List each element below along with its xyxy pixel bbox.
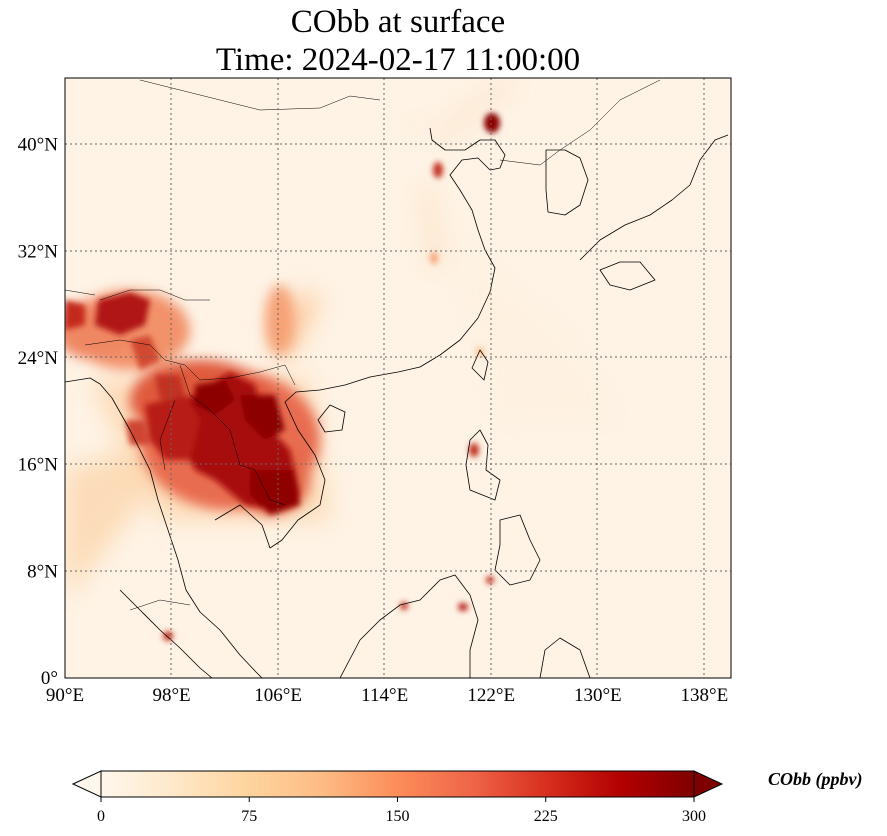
lon-tick-label: 122°E bbox=[467, 685, 515, 706]
colorbar-tick-label: 150 bbox=[386, 808, 410, 825]
lon-tick-labels: 90°E 98°E 106°E 114°E 122°E 130°E 138°E bbox=[46, 685, 728, 706]
lon-tick-label: 130°E bbox=[574, 685, 622, 706]
map-plot-area bbox=[65, 78, 731, 678]
lat-tick-label: 24°N bbox=[18, 348, 59, 369]
coastlines bbox=[65, 127, 729, 678]
colorbar-tick-label: 0 bbox=[97, 808, 105, 825]
lat-tick-label: 0° bbox=[41, 668, 58, 689]
lat-tick-label: 8°N bbox=[27, 561, 58, 582]
lon-tick-label: 98°E bbox=[152, 685, 190, 706]
colorbar-gradient bbox=[101, 771, 694, 797]
lat-tick-label: 16°N bbox=[18, 455, 59, 476]
colorbar-tick-label: 75 bbox=[241, 808, 257, 825]
cobb-field bbox=[65, 113, 500, 641]
country-borders bbox=[65, 79, 661, 611]
colorbar-label: CObb (ppbv) bbox=[768, 769, 863, 789]
colorbar-tick-labels: 0 75 150 225 300 bbox=[97, 797, 706, 825]
lon-tick-label: 114°E bbox=[361, 685, 408, 706]
map-title-time: Time: 2024-02-17 11:00:00 bbox=[215, 42, 581, 78]
map-frame bbox=[64, 77, 732, 679]
map-title-variable: CObb at surface bbox=[290, 4, 506, 40]
colorbar-tick-label: 300 bbox=[682, 808, 706, 825]
lon-tick-label: 138°E bbox=[681, 685, 729, 706]
lat-tick-labels: 0° 8°N 16°N 24°N 32°N 40°N bbox=[18, 135, 59, 689]
lat-tick-label: 40°N bbox=[18, 135, 59, 156]
gridlines bbox=[65, 78, 731, 678]
lon-tick-label: 106°E bbox=[254, 685, 302, 706]
lon-tick-label: 90°E bbox=[46, 685, 84, 706]
lat-tick-label: 32°N bbox=[18, 241, 59, 262]
colorbar-tick-label: 225 bbox=[534, 808, 558, 825]
colorbar-extend-max bbox=[693, 770, 724, 798]
colorbar: 0 75 150 225 300 bbox=[71, 770, 724, 825]
colorbar-extend-min bbox=[71, 770, 102, 798]
